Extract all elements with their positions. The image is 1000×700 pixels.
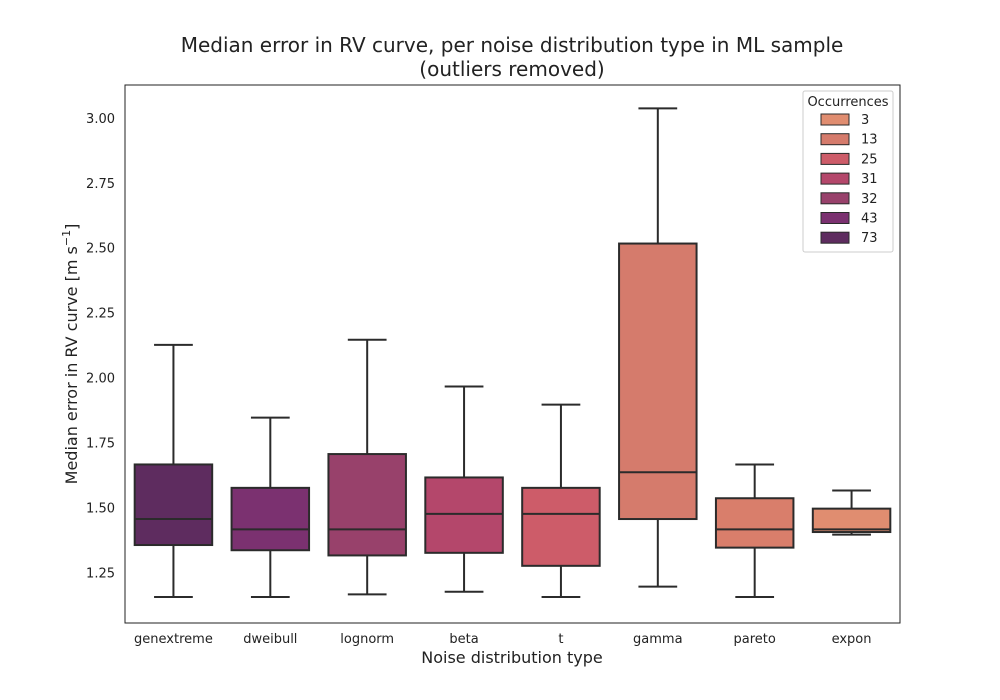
x-tick-label: gamma (633, 632, 683, 647)
legend-entry: 3 (820, 113, 869, 128)
box-gamma (618, 107, 698, 588)
y-axis-label-exponent: −1 (60, 230, 73, 246)
y-tick-label: 1.75 (86, 437, 115, 452)
x-tick-label: dweibull (243, 632, 297, 647)
y-axis-label-end: ] (62, 224, 81, 230)
box-body (714, 497, 795, 549)
box-body (618, 242, 698, 521)
box-lognorm (327, 338, 407, 596)
x-tick-label: expon (832, 632, 872, 647)
legend-frame (802, 90, 894, 253)
legend-label: 13 (861, 133, 878, 148)
chart-title-line1: Median error in RV curve, per noise dist… (181, 33, 844, 57)
legend: Occurrences 3 13 25 31 32 43 73 (802, 90, 894, 253)
x-tick-label: genextreme (134, 632, 213, 647)
box-beta (424, 385, 504, 593)
legend-swatch (820, 231, 850, 244)
y-tick-label: 2.25 (86, 307, 115, 322)
legend-entry: 13 (820, 133, 878, 148)
y-tick-label: 1.50 (86, 502, 115, 517)
legend-swatch (820, 212, 850, 224)
box-body (133, 463, 214, 547)
legend-entry: 31 (820, 172, 878, 187)
legend-entry: 25 (820, 152, 878, 167)
box-dweibull (230, 416, 311, 599)
x-tick-label: lognorm (340, 632, 394, 647)
legend-label: 32 (861, 192, 878, 207)
y-tick-label: 3.00 (86, 112, 115, 127)
legend-label: 73 (861, 231, 878, 246)
boxes-group (133, 107, 892, 599)
box-body (230, 486, 311, 552)
legend-swatch (820, 152, 850, 165)
box-genextreme (133, 343, 214, 599)
box-body (327, 453, 407, 557)
legend-entry: 73 (820, 231, 878, 246)
y-axis-ticks: 1.25 1.50 1.75 2.00 2.25 2.50 2.75 3.00 (86, 112, 115, 582)
box-body (424, 476, 504, 554)
box-expon (811, 489, 892, 536)
y-tick-label: 1.25 (86, 567, 115, 582)
legend-swatch (820, 192, 850, 205)
box-t (521, 403, 601, 599)
legend-label: 3 (861, 113, 869, 128)
box-body (811, 507, 892, 534)
x-tick-label: t (558, 632, 563, 647)
box-pareto (714, 463, 795, 599)
x-tick-label: beta (449, 632, 478, 647)
box-body (521, 486, 601, 567)
legend-swatch (820, 113, 850, 126)
y-axis-label-main: Median error in RV curve [m s (62, 246, 81, 484)
x-axis-ticks: genextreme dweibull lognorm beta t gamma paret… (134, 632, 871, 647)
legend-swatch (820, 133, 850, 146)
legend-entries: 3 13 25 31 32 43 73 (820, 113, 878, 246)
y-axis-label: Median error in RV curve [m s−1] (60, 224, 81, 485)
legend-title: Occurrences (807, 95, 888, 110)
legend-entry: 32 (820, 192, 878, 207)
y-tick-label: 2.50 (86, 242, 115, 257)
legend-label: 25 (861, 152, 878, 167)
x-tick-label: pareto (734, 632, 776, 647)
plot-frame (124, 84, 901, 624)
legend-label: 43 (861, 212, 878, 227)
y-tick-label: 2.75 (86, 177, 115, 192)
legend-entry: 43 (820, 212, 878, 227)
chart-title-line2: (outliers removed) (419, 57, 604, 81)
legend-label: 31 (861, 172, 878, 187)
x-axis-label: Noise distribution type (421, 648, 602, 667)
y-tick-label: 2.00 (86, 372, 115, 387)
legend-swatch (820, 172, 850, 185)
